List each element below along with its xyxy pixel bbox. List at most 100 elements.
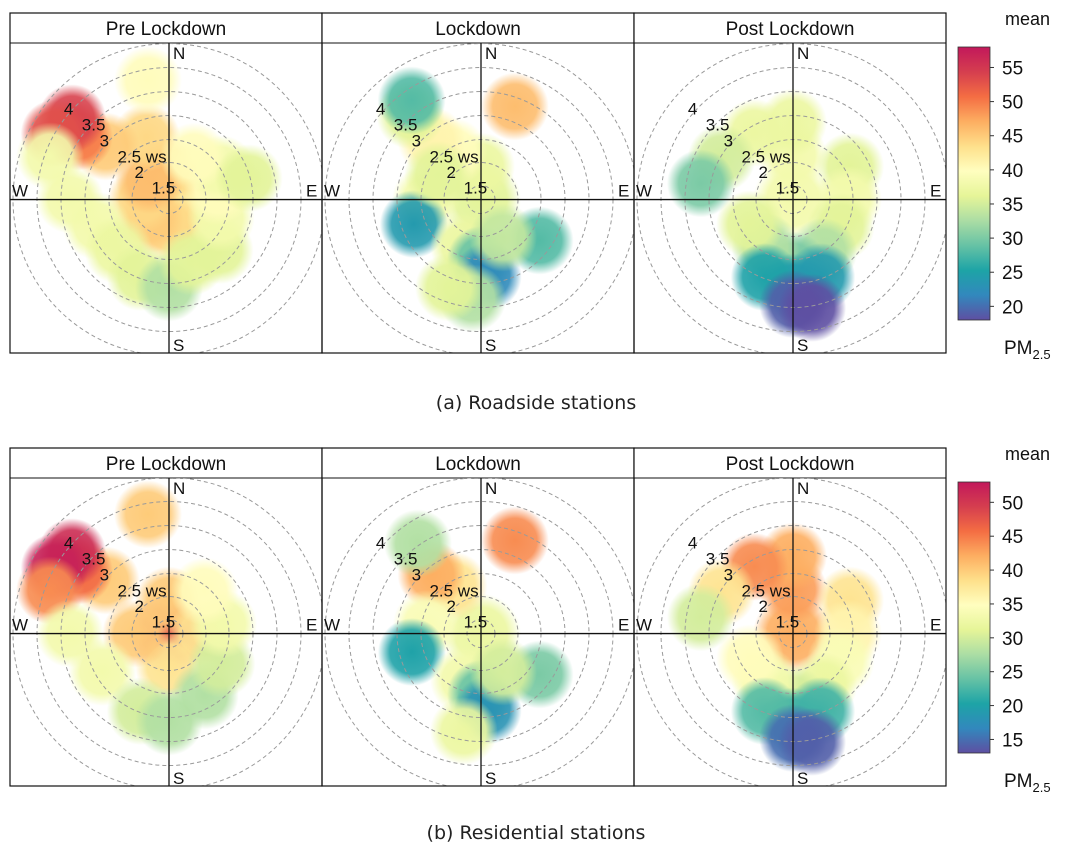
data-blob xyxy=(716,624,785,693)
ws-tick-label: 2 xyxy=(759,597,768,616)
label-south: S xyxy=(485,769,496,788)
colorbar-tick-label: 15 xyxy=(1002,730,1023,751)
ws-tick-label: 1.5 xyxy=(776,179,800,198)
label-north: N xyxy=(173,44,185,63)
data-blob xyxy=(480,506,549,575)
data-blob xyxy=(383,509,452,578)
label-south: S xyxy=(173,769,184,788)
colorbar: mean 20 25 30 35 40 45 50 55 PM2.5 xyxy=(957,9,1051,362)
data-blob xyxy=(377,66,446,135)
data-blob xyxy=(429,697,498,766)
ws-tick-label: 2.5 ws xyxy=(117,148,166,167)
label-south: S xyxy=(797,769,808,788)
panel-title: Pre Lockdown xyxy=(106,19,226,40)
label-west: W xyxy=(324,616,340,635)
data-blob xyxy=(113,46,182,115)
label-north: N xyxy=(485,479,497,498)
ws-tick-label: 2 xyxy=(759,163,768,182)
data-blob xyxy=(214,144,283,213)
ws-tick-label: 4 xyxy=(688,534,697,553)
colorbar-tick-label: 45 xyxy=(1002,127,1023,148)
colorbar-tick-label: 25 xyxy=(1002,663,1023,684)
panel-title: Post Lockdown xyxy=(726,454,855,475)
label-south: S xyxy=(485,336,496,355)
panel-header xyxy=(9,447,323,479)
ws-tick-label: 3 xyxy=(412,132,421,151)
concentration-blobs xyxy=(376,66,574,333)
ws-tick-label: 3.5 xyxy=(706,550,730,569)
ws-tick-label: 3 xyxy=(724,566,733,585)
label-west: W xyxy=(12,616,28,635)
ws-tick-label: 3.5 xyxy=(394,116,418,135)
ws-tick-label: 2 xyxy=(447,597,456,616)
label-west: W xyxy=(324,182,340,201)
data-blob xyxy=(170,557,239,626)
data-blob xyxy=(778,273,847,342)
colorbar-tick-label: 50 xyxy=(1002,93,1023,114)
data-blob xyxy=(377,618,446,687)
panel-post-lockdown: Post Lockdown N S E W 1.5 22.5 ws 33.5 4 xyxy=(633,12,947,355)
colorbar-tick-label: 40 xyxy=(1002,161,1023,182)
panel-header xyxy=(9,12,323,44)
concentration-blobs xyxy=(666,88,885,342)
ws-tick-label: 3 xyxy=(100,132,109,151)
colorbar-tick-label: 35 xyxy=(1002,595,1023,616)
panel-frame xyxy=(633,447,947,787)
label-east: E xyxy=(306,182,317,201)
panel-title: Lockdown xyxy=(435,19,521,40)
ws-tick-label: 1.5 xyxy=(464,179,488,198)
data-blob xyxy=(666,583,735,652)
ws-tick-label: 1.5 xyxy=(464,612,488,631)
colorbar-title: mean xyxy=(1005,444,1050,464)
label-east: E xyxy=(306,616,317,635)
ws-tick-label: 2.5 ws xyxy=(741,148,790,167)
ws-tick-label: 2.5 ws xyxy=(429,148,478,167)
label-south: S xyxy=(173,336,184,355)
colorbar-tick-label: 55 xyxy=(1002,58,1023,79)
colorbar-tick-label: 45 xyxy=(1002,527,1023,548)
data-blob xyxy=(415,253,484,322)
concentration-blobs xyxy=(377,506,574,766)
ws-tick-label: 2 xyxy=(135,163,144,182)
colorbar-tick-label: 35 xyxy=(1002,195,1023,216)
data-blob xyxy=(404,140,473,209)
ws-tick-label: 1.5 xyxy=(152,612,176,631)
label-north: N xyxy=(797,44,809,63)
data-blob xyxy=(666,149,735,218)
panel-frame xyxy=(633,12,947,354)
concentration-blobs xyxy=(16,46,283,322)
ws-tick-label: 1.5 xyxy=(776,612,800,631)
colorbar-gradient xyxy=(957,481,991,754)
colorbar-unit: PM2.5 xyxy=(1004,338,1051,362)
label-north: N xyxy=(173,479,185,498)
panel-pre-lockdown: Pre Lockdown N S E W 1.5 22.5 ws 33.5 4 xyxy=(9,447,323,788)
label-north: N xyxy=(485,44,497,63)
ws-tick-label: 3 xyxy=(412,566,421,585)
panel-title: Post Lockdown xyxy=(726,19,855,40)
panel-pre-lockdown: Pre Lockdown N S E W 1.5 22.5 ws 33.5 4 xyxy=(9,12,323,355)
ws-tick-label: 2.5 ws xyxy=(741,582,790,601)
ws-tick-label: 4 xyxy=(64,534,73,553)
ws-tick-label: 3 xyxy=(100,566,109,585)
panel-lockdown: Lockdown N S E W 1.5 22.5 ws 33.5 4 xyxy=(321,12,635,355)
ws-tick-label: 4 xyxy=(64,100,73,119)
colorbar-tick-label: 30 xyxy=(1002,229,1023,250)
colorbar-unit: PM2.5 xyxy=(1004,771,1051,795)
label-west: W xyxy=(636,616,652,635)
colorbar-tick-label: 30 xyxy=(1002,629,1023,650)
panel-title: Lockdown xyxy=(435,454,521,475)
colorbar-tick-label: 20 xyxy=(1002,697,1023,718)
label-east: E xyxy=(930,616,941,635)
label-east: E xyxy=(618,616,629,635)
ws-tick-label: 1.5 xyxy=(152,179,176,198)
ws-tick-label: 2 xyxy=(135,597,144,616)
concentration-blobs xyxy=(16,480,258,756)
data-blob xyxy=(113,480,182,549)
label-north: N xyxy=(797,479,809,498)
ws-tick-label: 2.5 ws xyxy=(429,582,478,601)
colorbar-title: mean xyxy=(1005,9,1050,29)
colorbar-tick-label: 40 xyxy=(1002,561,1023,582)
